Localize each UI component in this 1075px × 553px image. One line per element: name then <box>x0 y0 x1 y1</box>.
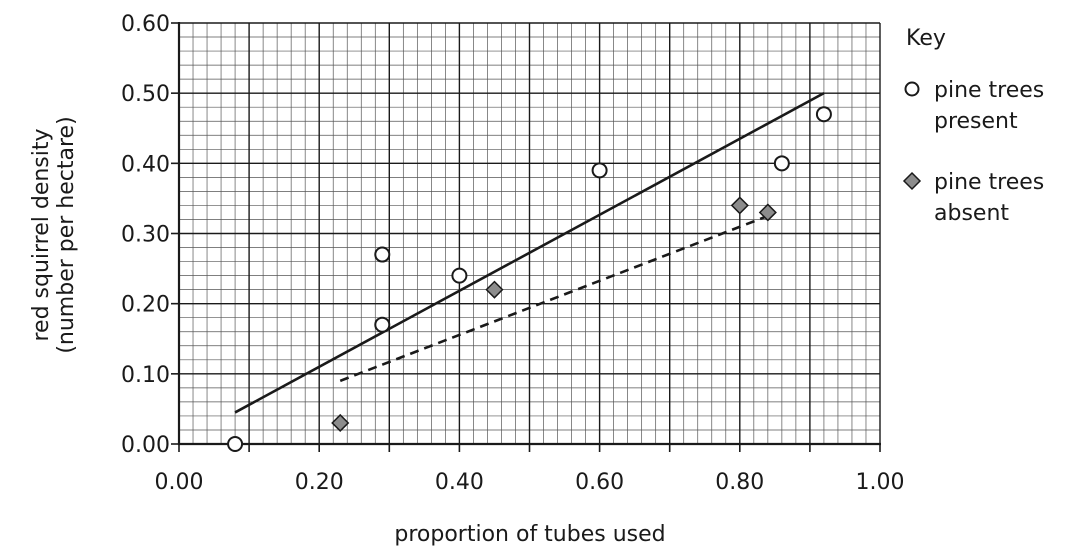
x-tick-label: 0.40 <box>435 470 484 495</box>
trendlines <box>234 92 825 414</box>
data-point-circle <box>227 436 244 452</box>
legend-entry-1-line1: pine trees <box>934 78 1044 103</box>
legend-title: Key <box>906 26 946 51</box>
trendline-2 <box>339 214 769 383</box>
y-tick-labels: 0.00 0.10 0.20 0.30 0.40 0.50 0.60 <box>121 12 170 458</box>
axes <box>171 22 881 452</box>
y-tick-label: 0.50 <box>121 82 170 107</box>
grid-major <box>178 22 881 445</box>
data-point-diamond <box>485 280 504 299</box>
legend-entry-1-line2: present <box>934 109 1018 134</box>
y-tick-label: 0.60 <box>121 12 170 37</box>
data-point-circle <box>374 246 391 263</box>
y-tick-label: 0.20 <box>121 293 170 318</box>
x-tick-label: 0.80 <box>715 470 764 495</box>
data-points <box>227 106 832 452</box>
x-tick-labels: 0.00 0.20 0.40 0.60 0.80 1.00 <box>155 470 905 495</box>
trendline-1 <box>234 92 825 414</box>
legend: Key pine trees present pine trees absent <box>902 26 1044 226</box>
legend-entry-2-line1: pine trees <box>934 170 1044 195</box>
legend-marker-diamond-icon <box>902 171 922 191</box>
data-point-circle <box>451 267 468 284</box>
y-tick-label: 0.10 <box>121 363 170 388</box>
data-point-diamond <box>730 196 749 215</box>
data-point-diamond <box>758 203 777 222</box>
y-tick-label: 0.00 <box>121 433 170 458</box>
legend-marker-circle-icon <box>904 81 920 97</box>
data-point-circle <box>591 162 608 179</box>
data-point-diamond <box>331 413 350 433</box>
y-tick-label: 0.30 <box>121 223 170 248</box>
x-tick-label: 1.00 <box>856 470 905 495</box>
y-axis-title-line1: red squirrel density <box>29 128 54 341</box>
x-tick-label: 0.00 <box>155 470 204 495</box>
data-point-circle <box>374 316 391 333</box>
x-tick-label: 0.60 <box>575 470 624 495</box>
y-tick-label: 0.40 <box>121 152 170 177</box>
data-point-circle <box>773 155 790 172</box>
y-axis-title-line2: (number per hectare) <box>54 116 79 353</box>
x-tick-label: 0.20 <box>295 470 344 495</box>
x-axis-title: proportion of tubes used <box>394 522 665 547</box>
legend-entry-2-line2: absent <box>934 201 1009 226</box>
data-point-circle <box>815 106 832 123</box>
